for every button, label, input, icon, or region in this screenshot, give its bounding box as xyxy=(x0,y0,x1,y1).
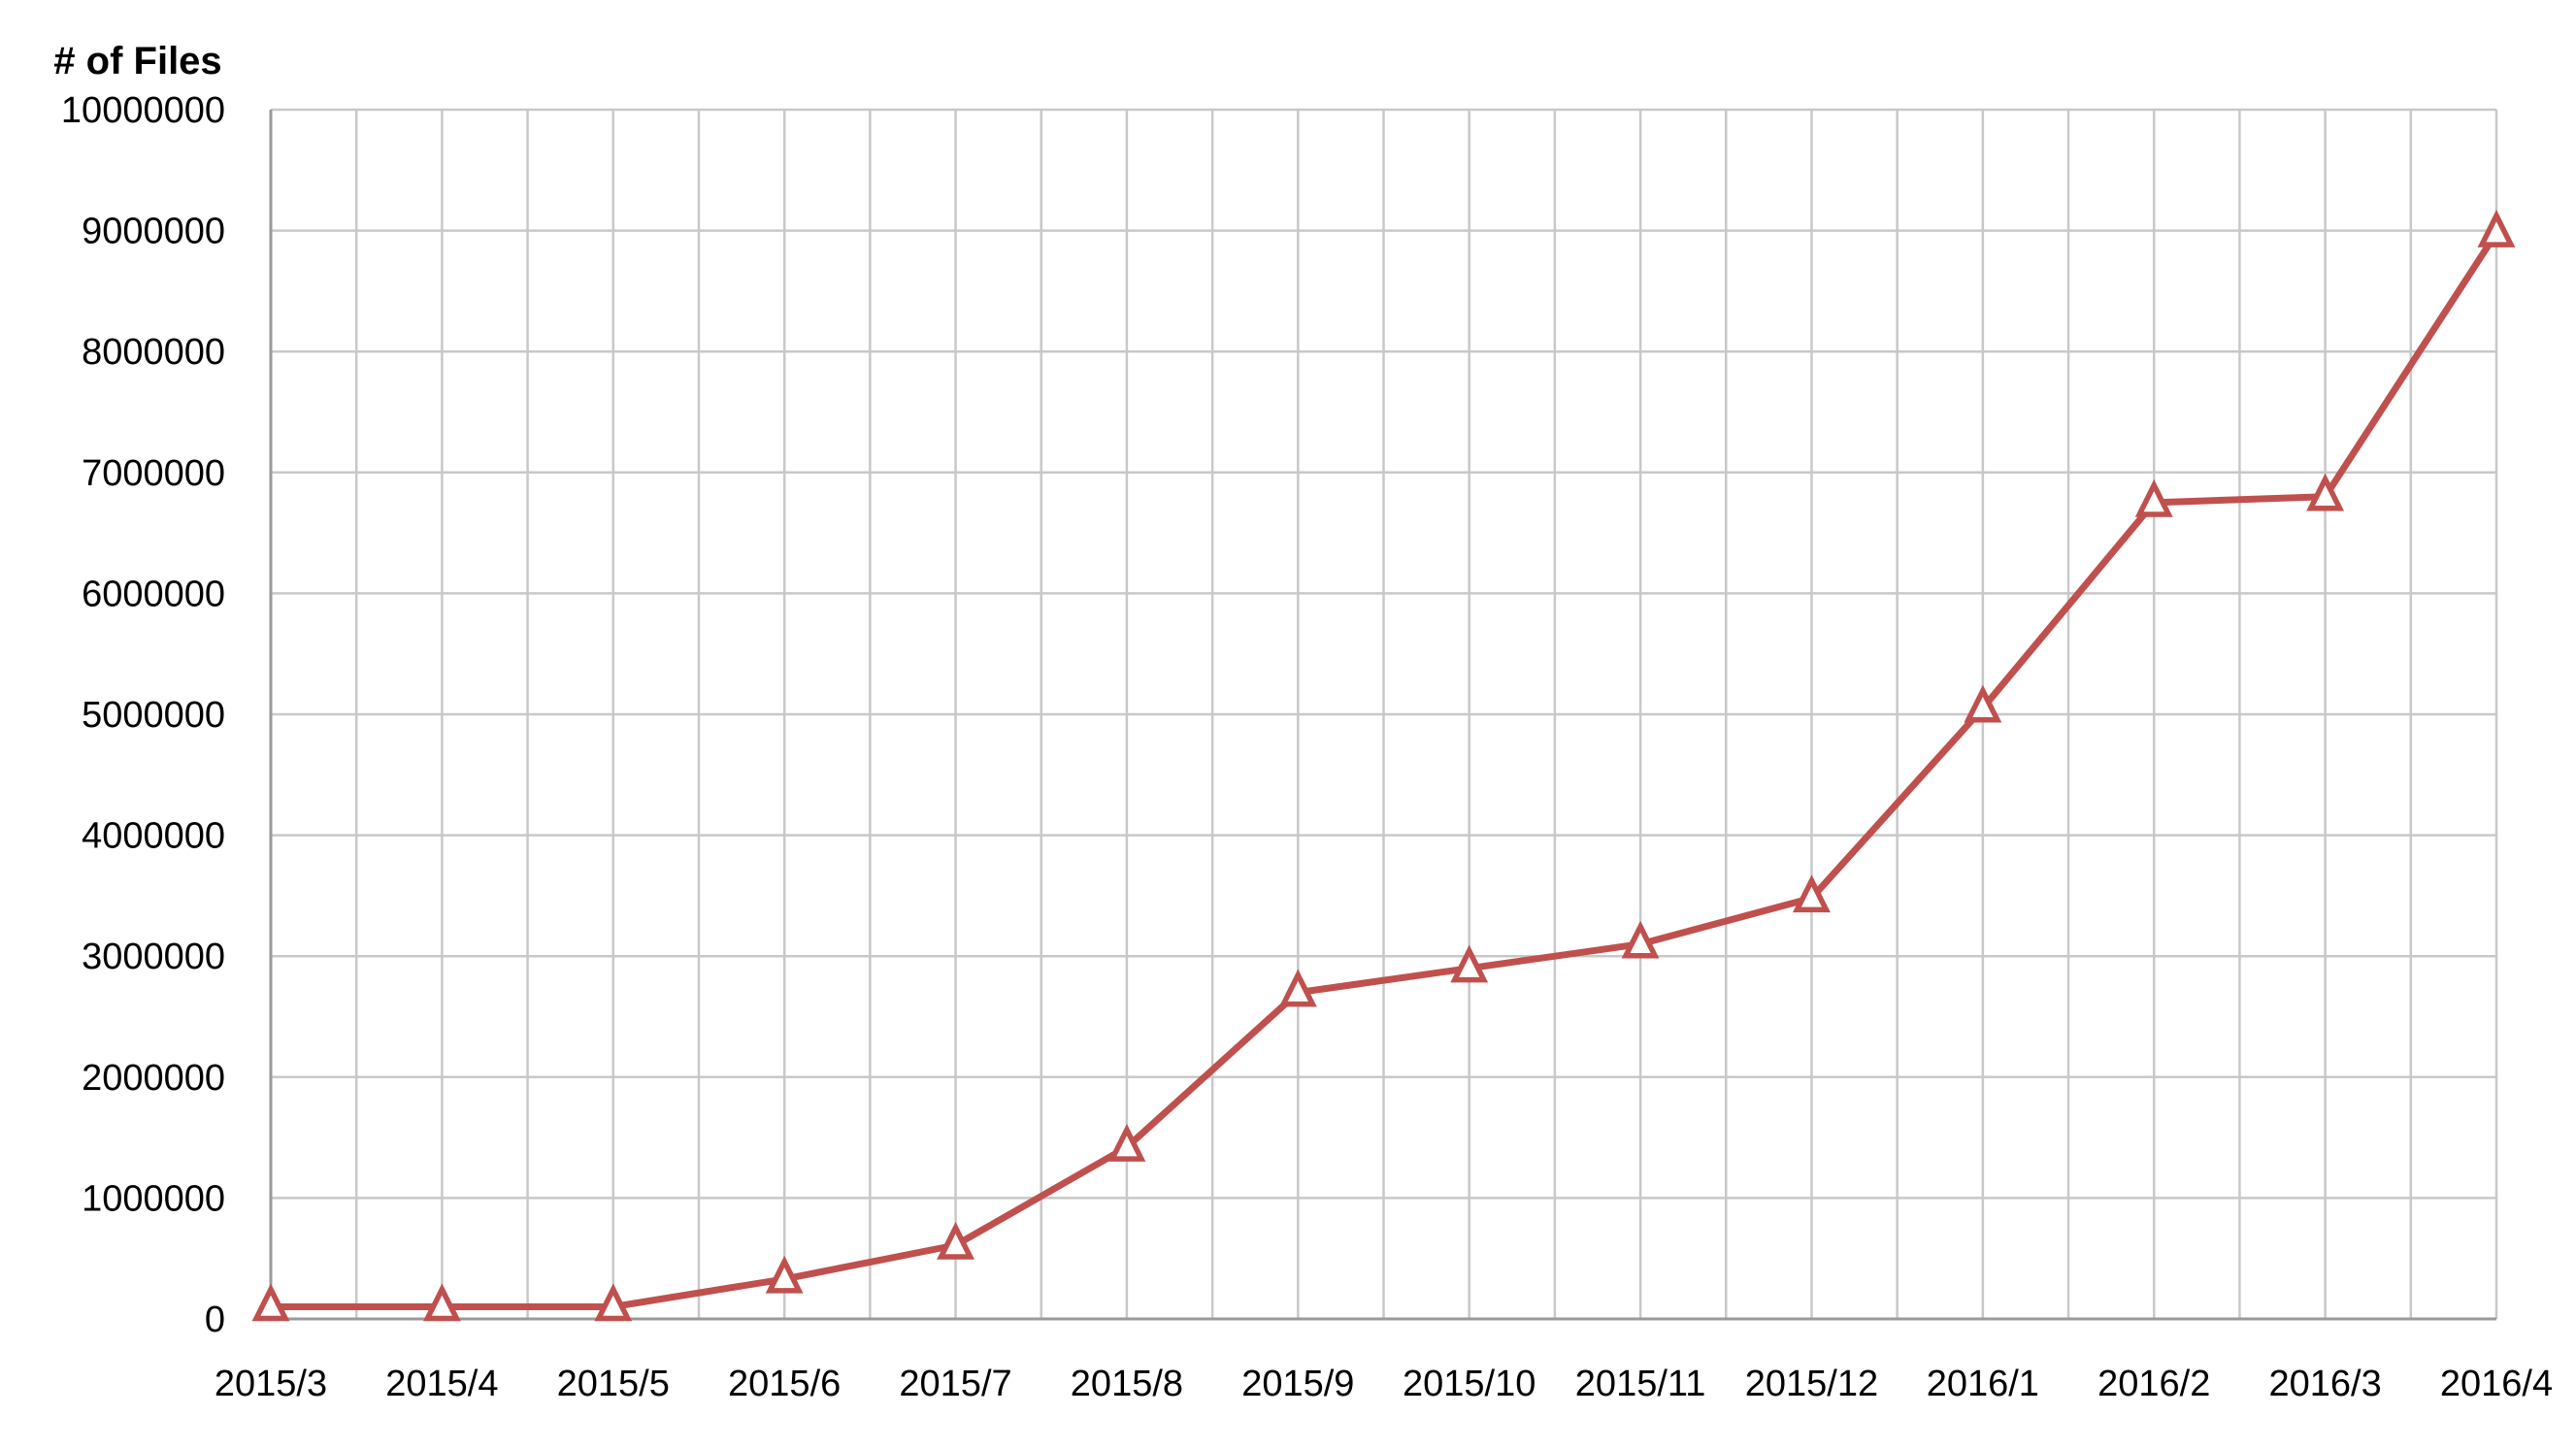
data-point-marker xyxy=(937,1221,974,1260)
y-tick-label: 5000000 xyxy=(82,695,225,736)
x-tick-label: 2016/4 xyxy=(2440,1364,2553,1404)
y-axis-title: # of Files xyxy=(53,40,221,82)
y-tick-label: 2000000 xyxy=(82,1058,225,1099)
y-tick-label: 7000000 xyxy=(82,453,225,494)
x-tick-labels: 2015/3 2015/4 2015/5 2015/6 2015/7 2015/8 2015… xyxy=(215,1364,2553,1404)
y-tick-label: 4000000 xyxy=(82,816,225,857)
x-tick-label: 2015/11 xyxy=(1575,1364,1706,1404)
y-tick-label: 3000000 xyxy=(82,937,225,977)
series-line xyxy=(267,229,2500,1310)
grid xyxy=(271,108,2498,1319)
x-tick-label: 2015/7 xyxy=(899,1364,1011,1404)
data-point-marker xyxy=(251,1283,290,1322)
data-point-marker xyxy=(2134,478,2173,517)
data-point-marker xyxy=(1964,684,2002,723)
data-point-marker xyxy=(1107,1123,1146,1162)
axes xyxy=(269,110,2496,1321)
data-point-marker xyxy=(1793,874,1831,913)
y-tick-labels: 0 1000000 2000000 3000000 4000000 5000000 6000… xyxy=(61,90,225,1340)
x-tick-label: 2016/1 xyxy=(1927,1364,2039,1404)
data-point-marker xyxy=(1278,969,1317,1007)
data-point-marker xyxy=(594,1283,633,1322)
data-point-marker xyxy=(765,1255,804,1294)
series-layer xyxy=(251,209,2516,1322)
y-tick-label: 9000000 xyxy=(82,212,225,252)
y-tick-label: 8000000 xyxy=(82,332,225,373)
data-point-marker xyxy=(1621,920,1660,959)
y-tick-label: 6000000 xyxy=(82,574,225,614)
data-point-marker xyxy=(422,1283,461,1322)
x-tick-label: 2015/3 xyxy=(215,1364,327,1404)
y-tick-label: 1000000 xyxy=(82,1178,225,1219)
data-point-marker xyxy=(1450,944,1489,983)
x-tick-label: 2015/5 xyxy=(557,1364,670,1404)
y-tick-label: 10000000 xyxy=(61,90,225,131)
x-tick-label: 2016/2 xyxy=(2097,1364,2210,1404)
x-tick-label: 2015/10 xyxy=(1403,1364,1536,1404)
data-point-marker xyxy=(2477,209,2516,247)
x-tick-label: 2015/12 xyxy=(1745,1364,1878,1404)
data-point-marker xyxy=(2306,473,2345,511)
x-tick-label: 2015/8 xyxy=(1071,1364,1183,1404)
x-tick-label: 2016/3 xyxy=(2268,1364,2381,1404)
x-tick-label: 2015/6 xyxy=(728,1364,841,1404)
y-tick-label: 0 xyxy=(205,1300,225,1340)
x-tick-label: 2015/4 xyxy=(385,1364,498,1404)
x-tick-label: 2015/9 xyxy=(1241,1364,1354,1404)
